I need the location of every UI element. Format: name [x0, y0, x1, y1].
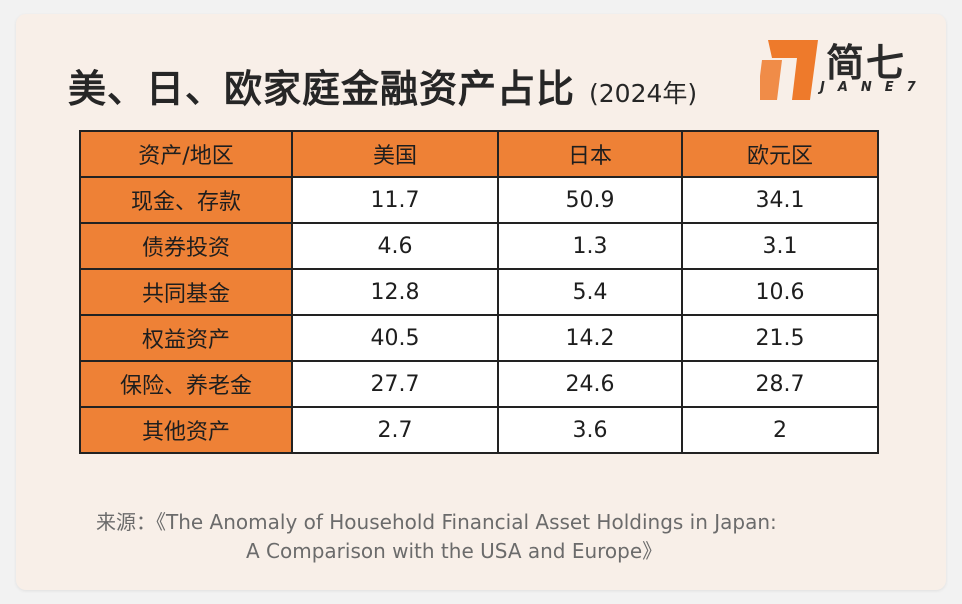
source-note: 来源：《The Anomaly of Household Financial A…: [96, 508, 876, 566]
table-cell: 1.3: [497, 222, 683, 270]
table-cell: 10.6: [681, 268, 879, 316]
table-cell: 5.4: [497, 268, 683, 316]
page-title: 美、日、欧家庭金融资产占比 (2024年): [68, 58, 697, 113]
table-cell: 21.5: [681, 314, 879, 362]
table-cell: 34.1: [681, 176, 879, 224]
table-cell: 40.5: [291, 314, 499, 362]
title-year: (2024年): [589, 79, 698, 108]
title-main: 美、日、欧家庭金融资产占比: [68, 67, 576, 111]
table-cell: 4.6: [291, 222, 499, 270]
table-cell: 11.7: [291, 176, 499, 224]
table-row: 现金、存款 11.7 50.9 34.1: [79, 176, 879, 224]
table-cell: 24.6: [497, 360, 683, 408]
row-label: 共同基金: [79, 268, 293, 316]
brand-name-cn: 简七: [826, 41, 907, 85]
row-label: 保险、养老金: [79, 360, 293, 408]
column-header: 资产/地区: [79, 130, 293, 178]
source-line-2: A Comparison with the USA and Europe》: [246, 539, 663, 563]
table-cell: 12.8: [291, 268, 499, 316]
table-cell: 14.2: [497, 314, 683, 362]
table-cell: 28.7: [681, 360, 879, 408]
column-header: 日本: [497, 130, 683, 178]
table-cell: 27.7: [291, 360, 499, 408]
table-row: 保险、养老金 27.7 24.6 28.7: [79, 360, 879, 408]
table-cell: 50.9: [497, 176, 683, 224]
column-header: 欧元区: [681, 130, 879, 178]
table-cell: 2: [681, 406, 879, 454]
table-row: 债券投资 4.6 1.3 3.1: [79, 222, 879, 270]
brand-logo: 简七 JANE7: [760, 30, 928, 104]
row-label: 债券投资: [79, 222, 293, 270]
row-label: 其他资产: [79, 406, 293, 454]
table-cell: 3.1: [681, 222, 879, 270]
column-header: 美国: [291, 130, 499, 178]
table-row: 共同基金 12.8 5.4 10.6: [79, 268, 879, 316]
brand-name-en: JANE7: [820, 80, 929, 95]
table-row: 权益资产 40.5 14.2 21.5: [79, 314, 879, 362]
table-row: 其他资产 2.7 3.6 2: [79, 406, 879, 454]
table-cell: 2.7: [291, 406, 499, 454]
source-line-1: 来源：《The Anomaly of Household Financial A…: [96, 510, 777, 534]
row-label: 权益资产: [79, 314, 293, 362]
infographic-card: 美、日、欧家庭金融资产占比 (2024年) 简七 JANE7 资产/地区 美国 …: [16, 14, 946, 590]
jane7-mark-icon: [760, 40, 818, 100]
asset-table: 资产/地区 美国 日本 欧元区 现金、存款 11.7 50.9 34.1 债券投…: [79, 130, 879, 454]
table-header-row: 资产/地区 美国 日本 欧元区: [79, 130, 879, 178]
table-cell: 3.6: [497, 406, 683, 454]
row-label: 现金、存款: [79, 176, 293, 224]
